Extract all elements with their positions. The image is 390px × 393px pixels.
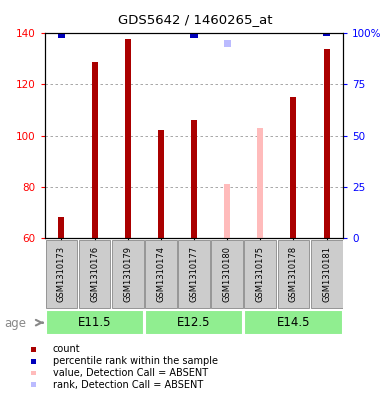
Bar [190, 31, 198, 38]
FancyBboxPatch shape [278, 241, 309, 308]
Text: E12.5: E12.5 [177, 316, 211, 329]
Bar [191, 120, 197, 238]
Text: rank, Detection Call = ABSENT: rank, Detection Call = ABSENT [53, 380, 203, 390]
Text: value, Detection Call = ABSENT: value, Detection Call = ABSENT [53, 368, 208, 378]
Text: GSM1310174: GSM1310174 [156, 246, 165, 302]
Bar [58, 217, 64, 238]
Text: percentile rank within the sample: percentile rank within the sample [53, 356, 218, 366]
Text: age: age [4, 316, 26, 330]
Text: GSM1310176: GSM1310176 [90, 246, 99, 302]
Bar [124, 25, 131, 31]
Bar [58, 31, 65, 38]
FancyBboxPatch shape [46, 310, 144, 335]
FancyBboxPatch shape [145, 310, 243, 335]
Bar [257, 23, 264, 29]
FancyBboxPatch shape [178, 241, 210, 308]
Text: count: count [53, 344, 80, 354]
FancyBboxPatch shape [311, 241, 342, 308]
Bar [223, 40, 231, 47]
Text: GSM1310180: GSM1310180 [223, 246, 232, 302]
FancyBboxPatch shape [245, 310, 342, 335]
FancyBboxPatch shape [211, 241, 243, 308]
Bar [290, 25, 297, 31]
Bar [158, 130, 164, 238]
Text: E11.5: E11.5 [78, 316, 111, 329]
Text: GDS5642 / 1460265_at: GDS5642 / 1460265_at [118, 13, 272, 26]
Text: GSM1310181: GSM1310181 [322, 246, 331, 302]
Bar [91, 21, 98, 28]
Text: E14.5: E14.5 [277, 316, 310, 329]
Text: GSM1310179: GSM1310179 [123, 246, 132, 302]
Bar [291, 97, 296, 238]
Text: GSM1310177: GSM1310177 [190, 246, 199, 302]
Bar [157, 23, 165, 29]
FancyBboxPatch shape [145, 241, 177, 308]
Bar [92, 61, 98, 238]
Bar [323, 29, 330, 36]
FancyBboxPatch shape [112, 241, 144, 308]
Text: GSM1310175: GSM1310175 [256, 246, 265, 302]
Text: GSM1310173: GSM1310173 [57, 246, 66, 302]
Bar [125, 39, 131, 238]
Text: GSM1310178: GSM1310178 [289, 246, 298, 302]
FancyBboxPatch shape [245, 241, 276, 308]
Bar [324, 49, 330, 238]
FancyBboxPatch shape [79, 241, 110, 308]
Bar [224, 184, 230, 238]
Bar [257, 128, 263, 238]
FancyBboxPatch shape [46, 241, 77, 308]
